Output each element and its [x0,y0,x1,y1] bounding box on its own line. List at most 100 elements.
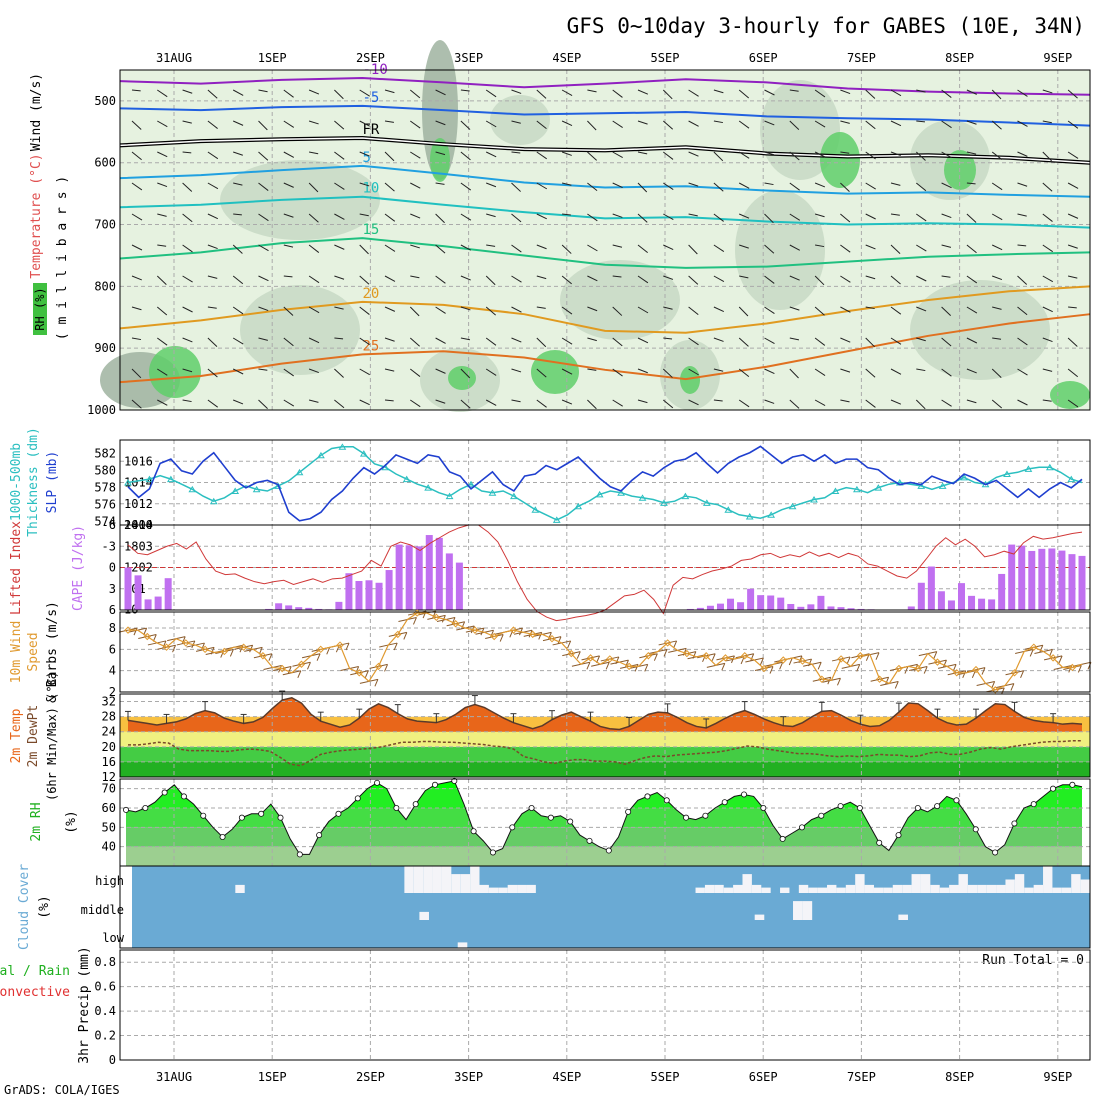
wind-barb [1017,337,1028,346]
cape-bar [455,562,463,610]
wind-barb [865,89,876,99]
wind-barb [182,89,193,94]
wind-barb [384,399,394,402]
wind-barb [207,120,218,129]
cloud-cell-high [920,874,931,893]
wind-speed-marker [606,655,614,663]
wind-barb [511,182,521,192]
wind-barb [410,120,421,129]
wind-barb-10m-flag [1039,645,1044,653]
wind-barb [815,244,825,248]
rh-blob [490,95,550,145]
wind-barb [334,89,344,100]
wind-barb [916,120,926,123]
wind-barb [207,151,219,160]
lifted-index-tick-label: -6 [102,518,116,532]
wind-barb [612,368,623,377]
temp-band [120,761,1090,777]
wind-barb [232,120,244,126]
wind-barb [308,89,320,95]
wind-barb [890,368,902,375]
wind-speed-marker [317,645,325,654]
wind-barb [738,89,750,99]
cloud-cell-high [958,874,968,893]
cloud-cell-high [1033,884,1044,893]
wind-barb [713,306,725,312]
cloud-cell-high [751,884,762,893]
wind-barb [966,368,977,374]
wind-speed-marker [741,652,749,660]
wind-barb [511,368,522,373]
wind-speed-marker [779,656,787,664]
wind-barb [688,182,699,187]
wind-barb [207,89,218,99]
cape-bar [937,591,945,610]
wind-barb [991,244,1003,251]
cloud-cell-high [911,874,921,893]
cape-bar [265,608,273,610]
thickness-marker [660,499,668,506]
rh-marker [180,793,187,800]
temp-ylabel-2: 2m DewPt [26,705,41,768]
wind-barb [764,368,775,374]
wind-barb [612,399,623,407]
rh-marker [200,812,207,819]
wind-barb-10m-flag [229,649,234,657]
date-label-bottom: 7SEP [847,1070,876,1084]
wind-barb [308,120,319,125]
isotherm-line [119,195,1091,229]
isotherm-line [119,77,1091,96]
wind-barb [511,399,521,403]
wind-barb [840,306,851,313]
wind-barb [258,120,268,131]
rh-marker [374,779,381,786]
wind-barb [283,275,293,278]
wind-barb [1042,213,1053,222]
cloud-cell-high [836,887,846,893]
rh-band [126,827,1082,847]
precip-ylabel: 3hr Precip (mm) [77,946,92,1063]
wind-barb [637,151,648,155]
wind-barb [308,399,319,403]
thickness-marker [874,484,883,491]
cloud-cell-high [1005,879,1015,893]
cape-bar [134,575,142,610]
wind-barb [840,182,850,193]
cloud-cell-high [817,887,828,893]
isotherm-label: 25 [363,338,380,354]
wind-barb [207,399,219,408]
wind-barb [384,89,395,94]
rh-fill-group [126,780,1082,866]
wind-barb [663,213,674,221]
wind-barb [840,244,851,253]
wind-barb [131,244,143,251]
wind-barb [688,151,699,157]
wind-barb [612,244,623,248]
wind-barb-10m-flag [750,653,755,661]
thickness-marker [188,485,197,493]
wind-barb [561,337,573,345]
wind-barb [890,306,902,315]
wind-barb-10m-flag [461,621,466,629]
wind-barb [915,151,926,161]
wind-barb [131,120,142,130]
wind-barb [764,275,775,284]
wind-barb [1042,368,1053,372]
wind-barb [384,244,396,252]
wind-barb [587,368,597,371]
wind-barb [359,337,370,346]
wind-barb [814,89,826,98]
wind-barb-10m-flag [846,656,851,665]
cloud-cell-high [733,884,743,893]
cloud-cell-high [1080,879,1090,893]
wind-barb [890,399,902,405]
date-label-top: 1SEP [258,51,287,65]
cape-bar [315,608,323,610]
wind-barb [334,368,344,378]
cloud-cover-panel: high middle low [81,865,1091,949]
wind-speed-marker [798,657,807,665]
temp-band [120,694,1090,717]
wind-barb [764,306,775,314]
wind-barb [258,306,269,312]
wind-barb [258,399,268,410]
